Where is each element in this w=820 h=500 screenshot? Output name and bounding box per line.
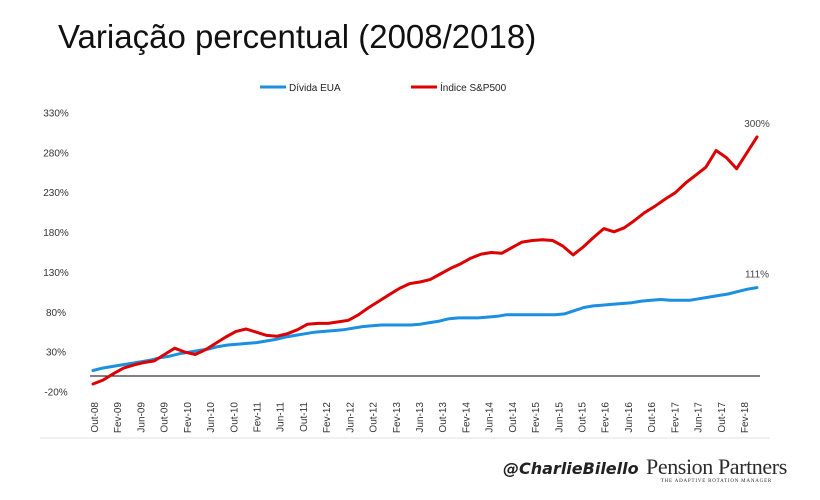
series-line-divida	[91, 286, 759, 372]
chart-title: Variação percentual (2008/2018)	[58, 18, 537, 55]
x-tick-label: Fev-15	[531, 402, 542, 434]
y-tick-label: 30%	[46, 348, 66, 359]
x-tick-label: Jun-17	[694, 402, 705, 433]
y-tick-label: -20%	[44, 388, 67, 399]
x-axis: Out-08 Fev-09 Jun-09 Out-09 Fev-10 Jun-10 Out-…	[90, 402, 751, 434]
legend-label: Índice S&P500	[440, 81, 507, 94]
x-tick-label: Jun-13	[415, 402, 426, 433]
end-value-label: 300%	[744, 119, 770, 130]
x-tick-label: Jun-11	[276, 402, 287, 432]
x-tick-label: Jun-16	[624, 402, 635, 433]
x-tick-label: Fev-16	[601, 402, 612, 434]
end-value-label: 111%	[745, 270, 769, 281]
x-tick-label: Fev-09	[113, 402, 124, 434]
y-tick-label: 280%	[43, 148, 69, 159]
x-tick-label: Fev-18	[740, 402, 751, 434]
x-tick-label: Fev-10	[183, 402, 194, 434]
x-tick-label: Jun-12	[345, 402, 356, 433]
x-tick-label: Fev-12	[322, 402, 333, 434]
x-tick-label: Out-14	[508, 402, 519, 433]
y-tick-label: 230%	[43, 188, 69, 199]
x-tick-label: Fev-14	[461, 402, 472, 434]
y-tick-label: 130%	[43, 268, 69, 279]
x-tick-label: Out-09	[160, 402, 171, 433]
x-tick-label: Out-15	[578, 402, 589, 433]
x-tick-label: Out-12	[369, 402, 380, 433]
brand-name: Pension Partners	[646, 454, 787, 479]
x-tick-label: Jun-14	[485, 402, 496, 433]
y-axis: -20% 30% 80% 130% 180% 230% 280% 330%	[43, 109, 69, 399]
brand-logo: Pension Partners THE ADAPTIVE ROTATION M…	[646, 456, 787, 485]
chart-legend: Dívida EUA Índice S&P500	[260, 81, 507, 94]
series-lines	[91, 135, 759, 386]
x-tick-label: Fev-17	[670, 402, 681, 434]
x-tick-label: Jun-10	[206, 402, 217, 433]
series-line-sp500	[91, 135, 759, 386]
x-tick-label: Out-13	[438, 402, 449, 433]
brand-tagline: THE ADAPTIVE ROTATION MANAGER	[660, 479, 773, 484]
x-tick-label: Out-08	[90, 402, 101, 433]
x-tick-label: Out-16	[647, 402, 658, 433]
y-tick-label: 80%	[46, 308, 66, 319]
end-labels: 111% 300%	[744, 119, 770, 281]
x-tick-label: Jun-15	[554, 402, 565, 433]
author-handle: @CharlieBilello	[503, 459, 639, 478]
x-tick-label: Out-17	[717, 402, 728, 433]
x-tick-label: Out-10	[229, 402, 240, 433]
x-tick-label: Jun-09	[136, 402, 147, 433]
x-tick-label: Fev-13	[392, 402, 403, 434]
legend-label: Dívida EUA	[289, 83, 341, 94]
y-tick-label: 330%	[43, 109, 69, 120]
y-tick-label: 180%	[43, 228, 69, 239]
x-tick-label: Out-11	[299, 402, 310, 432]
x-tick-label: Fev-11	[253, 402, 264, 433]
